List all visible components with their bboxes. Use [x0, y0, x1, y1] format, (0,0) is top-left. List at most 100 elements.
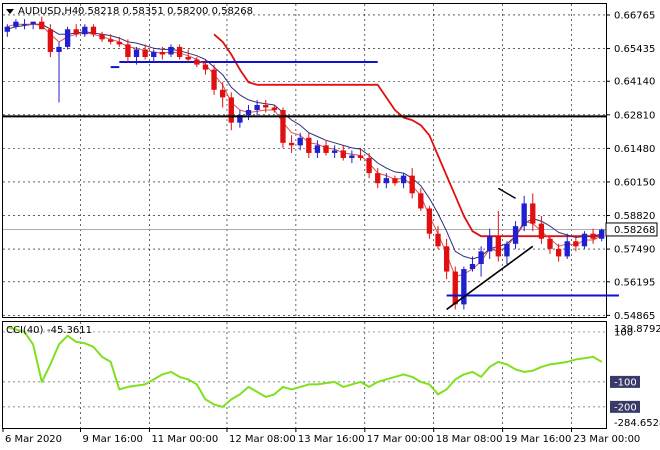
candle-body — [30, 21, 36, 25]
candle-body — [323, 145, 329, 153]
trend-line — [446, 245, 534, 311]
current-price-box — [605, 222, 658, 237]
chart-menu-triangle-icon[interactable] — [6, 9, 14, 14]
candle-body — [392, 178, 398, 184]
cci-min-label: -284.6528 — [614, 418, 660, 429]
cci-level-100-label: 100 — [614, 327, 633, 338]
price-tick-label: 0.60150 — [614, 177, 655, 188]
candle-body — [176, 46, 183, 58]
candle-body — [547, 238, 553, 249]
candle-body — [435, 233, 441, 247]
candle-body — [555, 248, 562, 257]
ma-red-line — [7, 23, 602, 278]
candle-body — [349, 155, 355, 158]
candle-body — [297, 137, 303, 146]
candle-body — [21, 24, 28, 26]
candle-body — [375, 173, 381, 184]
candle-body — [331, 150, 338, 153]
axis-labels: 0.66765 0.65435 0.64140 0.62810 0.61480 0.601… — [2, 10, 660, 445]
candle-body — [383, 178, 390, 184]
candle-body — [409, 175, 415, 194]
candle-body — [590, 233, 596, 239]
candle-body — [47, 29, 54, 52]
cci-series — [7, 326, 603, 408]
candle-body — [13, 21, 19, 27]
time-tick-label: 19 Mar 16:00 — [505, 434, 572, 445]
candle-body — [418, 193, 424, 209]
candle-body — [185, 57, 191, 60]
candle-body — [366, 157, 372, 174]
cci-title: CCI(40) — [6, 325, 44, 336]
ohlc-values: 0.58218 0.58351 0.58200 0.58268 — [78, 6, 253, 17]
candle-body — [314, 145, 321, 153]
candle-body — [495, 236, 501, 257]
price-tick-label: 0.58820 — [614, 211, 655, 222]
candle-body — [521, 203, 527, 227]
current-price-label: 0.58268 — [614, 225, 655, 236]
candle-body — [64, 29, 71, 47]
symbol-title: AUDUSD,H4 — [18, 6, 78, 17]
candle-body — [219, 89, 226, 98]
candle-body — [469, 263, 476, 270]
drawn-objects — [3, 115, 619, 311]
cci-level-minus100-label: -100 — [614, 377, 637, 388]
candle-body — [133, 49, 140, 58]
time-tick-label: 18 Mar 08:00 — [436, 434, 503, 445]
candle-body — [108, 39, 114, 42]
cci-reference-levels — [3, 331, 606, 408]
price-tick-label: 0.66765 — [614, 10, 655, 21]
candle-body — [142, 49, 148, 58]
ma-dark-line — [7, 23, 602, 260]
price-tick-label: 0.57490 — [614, 245, 655, 256]
time-tick-label: 6 Mar 2020 — [5, 434, 62, 445]
candle-body — [573, 241, 579, 247]
cci-value: -45.3611 — [47, 325, 92, 336]
candle-body — [288, 142, 295, 146]
candle-body — [530, 203, 536, 224]
grid — [3, 4, 606, 428]
price-tick-label: 0.64140 — [614, 77, 655, 88]
candle-body — [39, 21, 45, 30]
price-tick-label: 0.62810 — [614, 110, 655, 121]
time-tick-label: 12 Mar 08:00 — [229, 434, 296, 445]
candle-body — [400, 175, 407, 184]
candle-body — [564, 241, 570, 257]
cci-panel-frame — [2, 321, 607, 429]
candle-body — [159, 51, 166, 55]
candle-body — [125, 44, 131, 58]
cci-max-label: 139.8792 — [614, 324, 660, 335]
candle-body — [228, 97, 234, 123]
candle-body — [504, 243, 510, 257]
candles — [4, 16, 605, 310]
candle-body — [599, 229, 605, 239]
candle-body — [461, 269, 467, 305]
price-tick-label: 0.65435 — [614, 44, 655, 55]
candle-body — [82, 26, 88, 35]
candle-body — [538, 223, 545, 239]
candle-body — [357, 155, 364, 158]
peak-marker-line — [497, 187, 516, 199]
candle-body — [340, 150, 346, 158]
candle-body — [56, 46, 62, 52]
band-lines — [7, 23, 602, 278]
candle-body — [452, 271, 458, 305]
upper-band-line — [213, 33, 602, 238]
cci-line — [7, 326, 603, 408]
candle-body — [512, 226, 519, 244]
cci-level-box — [610, 400, 640, 413]
candle-body — [151, 51, 157, 58]
candle-body — [263, 104, 269, 108]
candle-body — [443, 246, 450, 272]
candle-body — [194, 59, 200, 65]
candle-body — [202, 64, 209, 70]
candle-body — [116, 41, 122, 45]
candle-body — [280, 110, 286, 143]
candle-body — [271, 107, 278, 111]
candle-body — [237, 115, 243, 123]
candle-body — [306, 137, 312, 153]
candle-body — [168, 46, 174, 55]
candle-body — [211, 69, 217, 90]
price-tick-label: 0.56195 — [614, 277, 655, 288]
